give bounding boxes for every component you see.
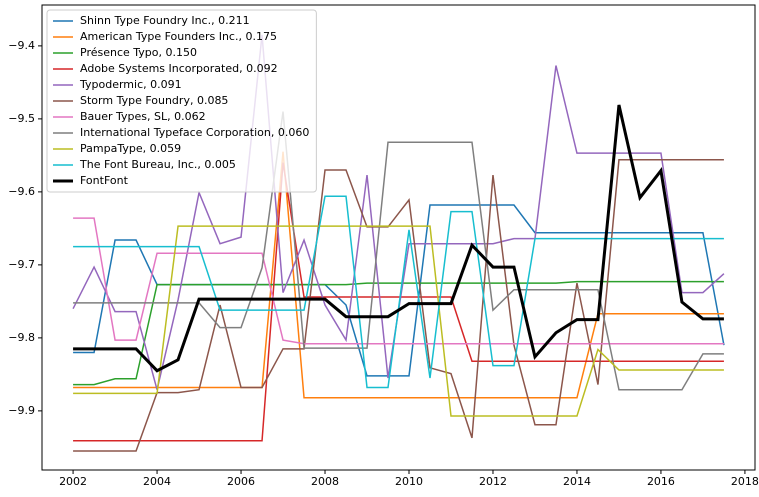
x-tick-label: 2014 [563,475,591,488]
legend-label: The Font Bureau, Inc., 0.005 [79,158,236,171]
series-line [73,225,724,417]
y-tick-label: −9.6 [8,185,35,198]
legend-label: International Typeface Corporation, 0.06… [80,126,309,139]
y-tick-label: −9.5 [8,112,35,125]
plot-frame [41,4,756,471]
legend-label: Storm Type Foundry, 0.085 [80,94,228,107]
legend-label: Typodermic, 0.091 [79,78,182,91]
x-tick-label: 2006 [227,475,255,488]
x-tick-label: 2004 [143,475,171,488]
series-line [73,104,724,373]
series-line [73,195,724,389]
y-tick-label: −9.4 [8,39,35,52]
x-tick-label: 2008 [311,475,339,488]
legend-label: Présence Typo, 0.150 [80,46,197,59]
legend-box [46,9,317,193]
legend-label: Shinn Type Foundry Inc., 0.211 [80,14,250,27]
series-line [73,159,724,452]
legend-label: Bauer Types, SL, 0.062 [80,110,206,123]
legend: Shinn Type Foundry Inc., 0.211 American T… [46,9,317,193]
series-line [73,151,724,399]
y-tick-label: −9.9 [8,404,35,417]
series-line [73,217,724,345]
legend-label: American Type Founders Inc., 0.175 [80,30,277,43]
series-line [73,162,724,442]
legend-label: PampaType, 0.059 [80,142,181,155]
x-tick-label: 2018 [731,475,759,488]
x-tick-label: 2010 [395,475,423,488]
x-tick-label: 2012 [479,475,507,488]
legend-label: Adobe Systems Incorporated, 0.092 [80,62,278,75]
series-line [73,111,724,391]
x-tick-label: 2016 [647,475,675,488]
y-tick-label: −9.8 [8,331,35,344]
y-tick-label: −9.7 [8,258,35,271]
legend-label: FontFont [80,174,129,187]
x-tick-label: 2002 [59,475,87,488]
